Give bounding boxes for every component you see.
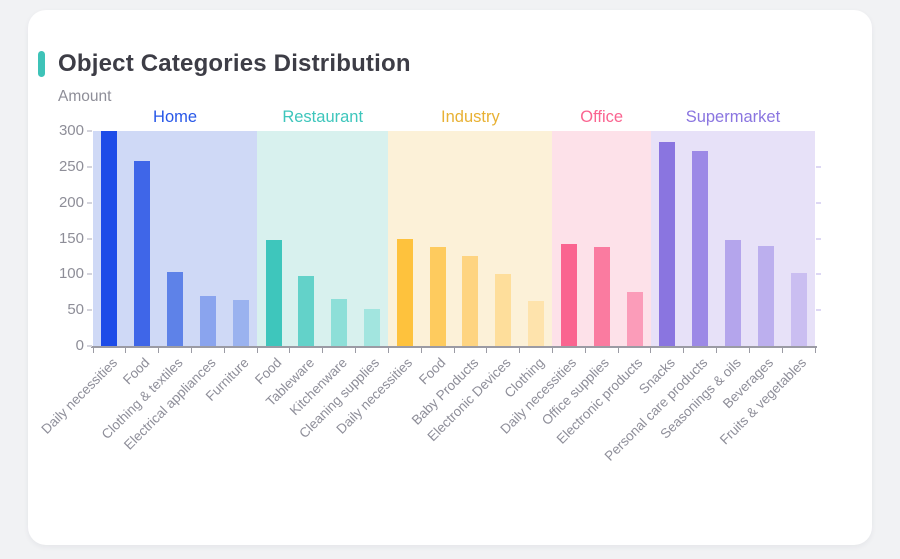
y-tick-label-100: 100 — [58, 265, 84, 283]
plot-area — [93, 131, 815, 346]
y-axis-tick-0 — [87, 345, 92, 347]
y-tick-label-0: 0 — [75, 337, 84, 354]
x-axis-tick-12 — [486, 348, 488, 353]
y-axis-right-tick-250 — [816, 165, 821, 168]
y-axis-tick-150 — [87, 237, 92, 240]
bar-home-clothing-and-textiles — [167, 272, 184, 346]
y-axis-tick-50 — [87, 309, 92, 312]
y-axis-right-tick-150 — [816, 237, 821, 240]
x-axis-line — [91, 346, 817, 348]
x-axis-tick-4 — [223, 348, 225, 353]
y-tick-label-200: 200 — [58, 193, 84, 211]
x-axis-tick-18 — [683, 348, 685, 353]
x-axis-tick-19 — [716, 348, 718, 353]
bar-industry-electronic-devices — [495, 274, 512, 346]
y-axis-tick-250 — [87, 165, 92, 168]
y-axis-tick-300 — [87, 130, 92, 132]
x-axis-tick-3 — [190, 348, 192, 353]
x-axis-tick-16 — [617, 348, 619, 353]
y-axis-tick-200 — [87, 201, 92, 204]
y-tick-label-300: 300 — [58, 122, 84, 139]
bar-home-furniture — [232, 300, 249, 346]
bar-industry-baby-products — [462, 255, 479, 346]
group-label-office: Office — [580, 108, 624, 126]
x-axis-tick-14 — [551, 348, 553, 353]
x-axis-tick-15 — [584, 348, 586, 353]
y-tick-label-250: 250 — [58, 157, 84, 175]
y-axis-title: Amount — [58, 88, 112, 105]
bar-supermarket-personal-care-products — [692, 151, 709, 346]
x-axis-tick-6 — [289, 348, 291, 353]
bar-office-daily-necessities — [560, 244, 577, 346]
y-tick-label-50: 50 — [67, 301, 84, 319]
bar-restaurant-food — [265, 239, 282, 346]
bar-supermarket-snacks — [659, 141, 676, 346]
bar-restaurant-tableware — [298, 276, 315, 346]
x-axis-tick-2 — [158, 348, 160, 353]
y-axis-right-tick-200 — [816, 201, 821, 204]
bar-office-office-supplies — [593, 247, 610, 346]
x-axis-tick-1 — [125, 348, 127, 353]
x-axis-tick-21 — [781, 348, 783, 353]
y-axis-tick-100 — [87, 273, 92, 276]
bar-home-electrical-appliances — [199, 295, 216, 346]
bar-industry-clothing — [528, 300, 545, 346]
title-row: Object Categories Distribution — [38, 50, 411, 78]
x-axis-tick-5 — [256, 348, 258, 353]
group-label-home: Home — [153, 108, 198, 126]
chart-card: Object Categories Distribution Amount Ho… — [28, 10, 872, 545]
bar-supermarket-fruits-and-vegetables — [790, 272, 807, 346]
x-axis-tick-20 — [748, 348, 750, 353]
x-axis-tick-9 — [387, 348, 389, 353]
page-title: Object Categories Distribution — [58, 50, 411, 77]
group-label-industry: Industry — [441, 108, 500, 126]
x-axis-tick-11 — [453, 348, 455, 353]
y-axis-right-tick-100 — [816, 273, 821, 276]
x-axis-tick-7 — [322, 348, 324, 353]
bar-home-food — [134, 161, 151, 346]
bar-chart: Object Categories Distribution Amount Ho… — [28, 10, 872, 545]
bar-supermarket-beverages — [757, 245, 774, 346]
group-label-supermarket: Supermarket — [685, 108, 781, 126]
x-axis-tick-10 — [420, 348, 422, 353]
x-axis-tick-17 — [650, 348, 652, 353]
x-axis-tick-13 — [519, 348, 521, 353]
bar-restaurant-cleaning-supplies — [363, 308, 380, 346]
group-label-restaurant: Restaurant — [282, 108, 364, 126]
bar-home-daily-necessities — [101, 131, 118, 346]
bar-office-electronic-products — [626, 292, 643, 346]
bar-restaurant-kitchenware — [331, 299, 348, 346]
bar-supermarket-seasonings-and-oils — [724, 239, 741, 346]
x-axis-tick-8 — [355, 348, 357, 353]
y-tick-label-150: 150 — [58, 229, 84, 247]
bar-industry-daily-necessities — [396, 238, 413, 346]
y-axis-right-tick-50 — [816, 309, 821, 312]
bar-industry-food — [429, 247, 446, 346]
x-axis-tick-0 — [92, 348, 94, 353]
title-accent-bar — [38, 51, 45, 77]
x-axis-tick-22 — [814, 348, 816, 353]
